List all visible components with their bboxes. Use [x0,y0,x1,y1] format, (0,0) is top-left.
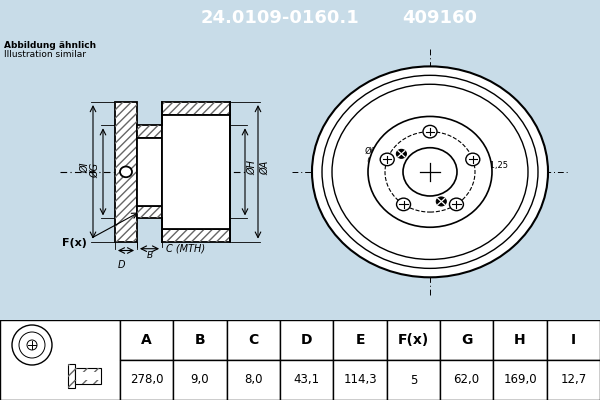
Circle shape [380,153,394,166]
Bar [440,360,493,400]
Circle shape [312,66,548,277]
Text: ØA: ØA [260,160,270,174]
Text: 62,0: 62,0 [454,374,480,386]
Circle shape [27,340,37,350]
Bar [115,102,137,242]
Text: G: G [461,333,472,347]
Text: H: H [514,333,526,347]
Text: ØG: ØG [90,162,100,178]
Bar [137,125,162,138]
Text: C (MTH): C (MTH) [166,244,205,254]
Text: 43,1: 43,1 [293,374,320,386]
Circle shape [403,148,457,196]
Text: Ø90: Ø90 [434,154,452,163]
Text: F(x): F(x) [398,333,429,347]
Circle shape [397,198,410,211]
Circle shape [12,325,52,365]
Text: 114,3: 114,3 [343,374,377,386]
Bar [75,380,101,384]
Bar [334,360,386,400]
Text: 8,0: 8,0 [244,374,263,386]
Bar [0,320,120,400]
Text: F(x): F(x) [62,238,87,248]
Text: C: C [248,333,259,347]
Bar [227,320,280,360]
Text: 9,0: 9,0 [191,374,209,386]
Circle shape [368,116,492,227]
Bar [120,320,173,360]
Bar [386,320,440,360]
Text: 12,7: 12,7 [560,374,586,386]
Text: Illustration similar: Illustration similar [4,50,86,59]
Text: Abbildung ähnlich: Abbildung ähnlich [4,41,96,50]
Bar [137,206,162,218]
Text: E: E [355,333,365,347]
Text: 24.0109-0160.1: 24.0109-0160.1 [200,9,359,27]
Text: 5: 5 [410,374,417,386]
Bar [137,125,162,138]
Circle shape [397,149,406,158]
Bar [162,102,230,115]
Text: D: D [117,260,125,270]
Circle shape [436,197,446,206]
Bar [280,320,334,360]
Bar [547,360,600,400]
Bar [386,360,440,400]
Text: Ø6,6
(2x): Ø6,6 (2x) [365,147,385,166]
Text: 409160: 409160 [403,9,478,27]
Text: ØE: ØE [166,163,176,177]
Bar [162,229,230,242]
Text: ØH: ØH [247,160,257,175]
Circle shape [466,153,480,166]
Text: B: B [146,251,152,260]
Bar [120,360,173,400]
Text: 169,0: 169,0 [503,374,537,386]
Bar [162,102,230,115]
Bar [115,102,137,242]
Bar [68,364,75,388]
Bar [68,364,75,388]
Bar [137,206,162,218]
Bar [162,229,230,242]
Text: ØI: ØI [80,162,90,173]
Circle shape [423,125,437,138]
Bar [547,320,600,360]
Bar [493,320,547,360]
Text: I: I [571,333,576,347]
Text: 278,0: 278,0 [130,374,163,386]
Bar [440,320,493,360]
Bar [493,360,547,400]
Circle shape [449,198,463,211]
Text: B: B [194,333,205,347]
Bar [334,320,386,360]
Bar [173,360,227,400]
Bar [75,368,101,384]
Bar [280,360,334,400]
Text: M8x1,25
(2x): M8x1,25 (2x) [472,161,508,180]
Text: D: D [301,333,313,347]
Bar [75,368,101,372]
Bar [173,320,227,360]
Bar [137,138,162,206]
Bar [162,115,230,229]
Bar [227,360,280,400]
Text: A: A [141,333,152,347]
Circle shape [120,166,132,177]
